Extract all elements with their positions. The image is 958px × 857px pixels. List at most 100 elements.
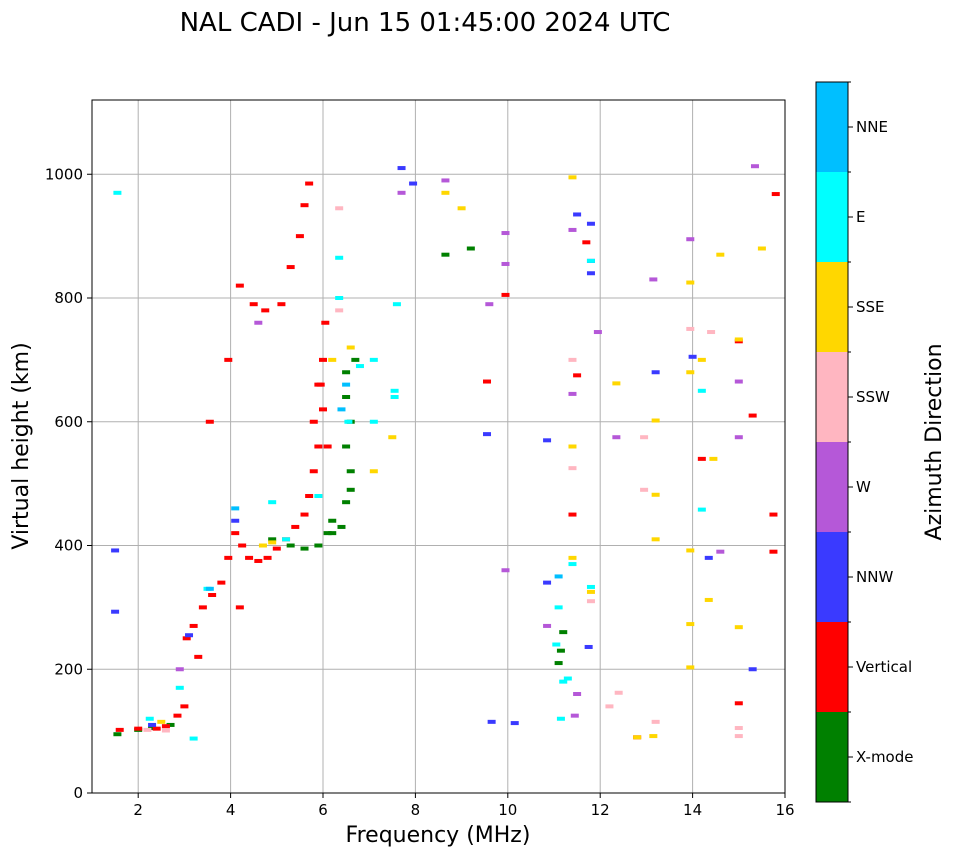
data-point <box>309 469 318 474</box>
data-point <box>640 487 649 492</box>
data-point <box>487 719 496 724</box>
data-point <box>750 164 759 169</box>
data-point <box>198 605 207 610</box>
data-point <box>111 548 120 553</box>
data-point <box>351 357 360 362</box>
data-point <box>205 419 214 424</box>
data-point <box>335 296 344 300</box>
data-point <box>734 625 743 630</box>
x-axis-label: Frequency (MHz) <box>346 823 531 848</box>
data-point <box>716 549 725 554</box>
data-point <box>501 292 510 297</box>
data-point <box>245 555 254 560</box>
data-point <box>686 280 695 285</box>
series-e <box>113 190 706 741</box>
data-point <box>593 330 602 335</box>
data-point <box>649 277 658 282</box>
data-point <box>686 237 695 242</box>
data-point <box>249 302 258 307</box>
data-point <box>704 555 713 560</box>
data-point <box>268 500 277 505</box>
data-point <box>769 512 778 517</box>
data-point <box>224 357 233 362</box>
data-point <box>328 518 337 523</box>
data-point <box>309 419 318 424</box>
data-point <box>323 444 332 449</box>
data-point <box>686 622 695 627</box>
y-tick-label: 600 <box>54 413 83 431</box>
data-point <box>582 240 591 245</box>
chart-title: NAL CADI - Jun 15 01:45:00 2024 UTC <box>180 8 671 38</box>
colorbar-tick-label: X-mode <box>856 748 913 766</box>
data-point <box>554 605 563 610</box>
data-point <box>161 728 170 733</box>
data-point <box>134 726 143 731</box>
colorbar-label: Azimuth Direction <box>922 343 947 540</box>
grid-lines <box>92 100 786 794</box>
data-point <box>651 719 660 724</box>
colorbar-tick-label: W <box>856 478 871 496</box>
data-point <box>586 584 595 589</box>
x-tick-label: 8 <box>411 801 421 819</box>
data-point <box>651 418 660 423</box>
data-point <box>586 271 595 276</box>
data-point <box>771 192 780 197</box>
data-point <box>586 221 595 226</box>
data-point <box>633 735 642 740</box>
data-point <box>543 623 552 628</box>
data-point <box>272 546 281 551</box>
data-point <box>205 586 214 591</box>
series-x-mode <box>113 246 568 737</box>
data-point <box>397 190 406 195</box>
data-point <box>686 370 695 375</box>
data-point <box>268 540 277 545</box>
data-point <box>563 676 572 681</box>
data-point <box>697 357 706 362</box>
data-point <box>111 609 120 614</box>
series-nne <box>205 382 563 591</box>
data-point <box>231 518 240 523</box>
data-point <box>337 407 346 412</box>
data-point <box>263 555 272 560</box>
data-point <box>734 726 743 731</box>
data-point <box>649 734 658 739</box>
data-point <box>748 667 757 672</box>
data-point <box>734 379 743 384</box>
data-point <box>559 630 568 635</box>
data-point <box>335 255 344 260</box>
data-point <box>568 555 577 560</box>
data-point <box>686 548 695 553</box>
data-point <box>189 736 198 741</box>
y-tick-label: 400 <box>54 537 83 555</box>
data-point <box>586 599 595 604</box>
data-point <box>392 302 401 307</box>
data-point <box>568 562 577 567</box>
data-point <box>586 258 595 263</box>
data-point <box>584 644 593 649</box>
x-tick-label: 6 <box>318 801 328 819</box>
data-point <box>295 234 304 239</box>
data-point <box>189 623 198 628</box>
data-point <box>734 435 743 440</box>
data-point <box>261 308 270 313</box>
data-point <box>605 704 614 709</box>
data-point <box>568 357 577 362</box>
data-point <box>300 203 309 208</box>
colorbar-frame <box>815 81 849 803</box>
data-point <box>175 685 184 690</box>
data-point <box>554 574 563 579</box>
series-w <box>175 164 759 718</box>
data-point <box>314 494 323 498</box>
data-point <box>238 543 247 548</box>
series-ssw <box>143 206 743 739</box>
data-point <box>185 633 194 638</box>
data-point <box>314 543 323 548</box>
data-point <box>286 265 295 270</box>
data-point <box>409 181 418 186</box>
colorbar-tick-label: NNE <box>856 118 888 136</box>
data-point <box>697 456 706 461</box>
series-nnw <box>111 166 757 727</box>
data-point <box>113 732 122 737</box>
data-point <box>483 379 492 384</box>
